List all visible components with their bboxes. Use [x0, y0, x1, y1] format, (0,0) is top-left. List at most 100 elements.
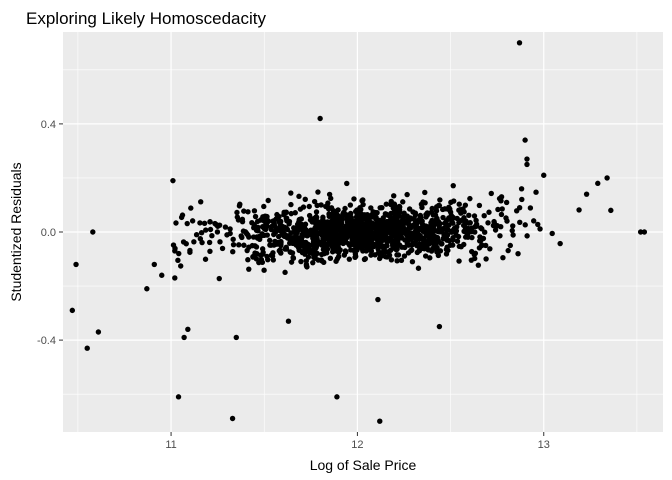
data-points [69, 40, 648, 424]
data-point [333, 232, 340, 238]
data-point [84, 345, 90, 351]
data-point [422, 253, 429, 259]
data-point [451, 198, 457, 204]
data-point [422, 189, 428, 196]
data-point [246, 266, 252, 272]
data-point [449, 242, 456, 248]
data-point [283, 209, 289, 215]
data-point [372, 209, 379, 216]
data-point [384, 254, 390, 260]
data-point [456, 243, 463, 250]
data-point [90, 229, 96, 235]
data-point [353, 253, 359, 260]
data-point [331, 244, 338, 250]
data-point [398, 257, 405, 263]
data-point [351, 196, 357, 202]
data-point [313, 209, 320, 215]
data-point [224, 232, 230, 238]
data-point [176, 250, 182, 257]
data-point [222, 224, 229, 230]
data-point [352, 208, 359, 215]
data-point [307, 217, 314, 223]
data-point [519, 196, 525, 203]
data-point [241, 242, 247, 248]
data-point [278, 241, 284, 247]
data-point [413, 237, 419, 243]
data-point [269, 253, 276, 259]
data-point [337, 227, 344, 234]
data-point [306, 212, 313, 219]
data-point [458, 210, 464, 216]
data-point [497, 233, 503, 239]
data-point [406, 234, 412, 240]
data-point [295, 235, 302, 241]
data-point [379, 229, 385, 235]
data-point [326, 235, 333, 241]
data-point [473, 221, 480, 227]
data-point [253, 256, 260, 262]
data-point [311, 198, 318, 205]
data-point [549, 230, 555, 237]
data-point [179, 212, 186, 218]
data-point [335, 248, 341, 254]
data-point [313, 239, 319, 245]
data-point [383, 201, 390, 207]
data-point [313, 222, 319, 228]
data-point [216, 275, 222, 282]
data-point [234, 209, 240, 216]
data-point [288, 201, 294, 208]
data-point [374, 220, 380, 226]
data-point [453, 232, 459, 238]
data-point [379, 234, 386, 240]
chart-title: Exploring Likely Homoscedacity [26, 9, 266, 28]
data-point [322, 223, 328, 229]
data-point [346, 216, 353, 222]
data-point [429, 239, 435, 246]
data-point [486, 209, 492, 215]
data-point [491, 220, 498, 227]
data-point [517, 219, 523, 226]
data-point [466, 212, 472, 218]
data-point [391, 193, 397, 199]
data-point [307, 231, 314, 238]
data-point [69, 307, 76, 314]
data-point [287, 239, 293, 245]
data-point [356, 238, 362, 245]
data-point [296, 216, 303, 223]
data-point [460, 206, 466, 212]
data-point [367, 228, 373, 234]
data-point [297, 242, 304, 249]
data-point [344, 180, 350, 187]
y-axis-title: Studentized Residuals [8, 162, 24, 301]
data-point [428, 248, 435, 254]
data-point [376, 243, 382, 250]
data-point [245, 209, 251, 215]
data-point [479, 242, 485, 248]
data-point [287, 249, 293, 255]
x-tick-label: 12 [351, 439, 363, 451]
data-point [518, 186, 525, 192]
data-point [641, 229, 648, 235]
data-point [409, 259, 416, 265]
data-point [302, 196, 308, 202]
data-point [283, 244, 289, 250]
data-point [595, 180, 601, 187]
data-point [199, 239, 205, 246]
data-point [456, 258, 462, 264]
data-point [412, 218, 418, 224]
data-point [253, 244, 260, 250]
data-point [189, 218, 196, 224]
data-point [384, 228, 390, 234]
data-point [427, 231, 434, 237]
data-point [187, 247, 193, 254]
data-point [535, 221, 541, 228]
data-point [212, 220, 218, 227]
data-point [227, 226, 233, 232]
data-point [298, 258, 304, 265]
data-point [462, 234, 469, 240]
data-point [435, 218, 442, 225]
data-point [202, 256, 209, 262]
data-point [479, 226, 485, 232]
data-point [342, 239, 348, 245]
data-point [401, 210, 407, 216]
